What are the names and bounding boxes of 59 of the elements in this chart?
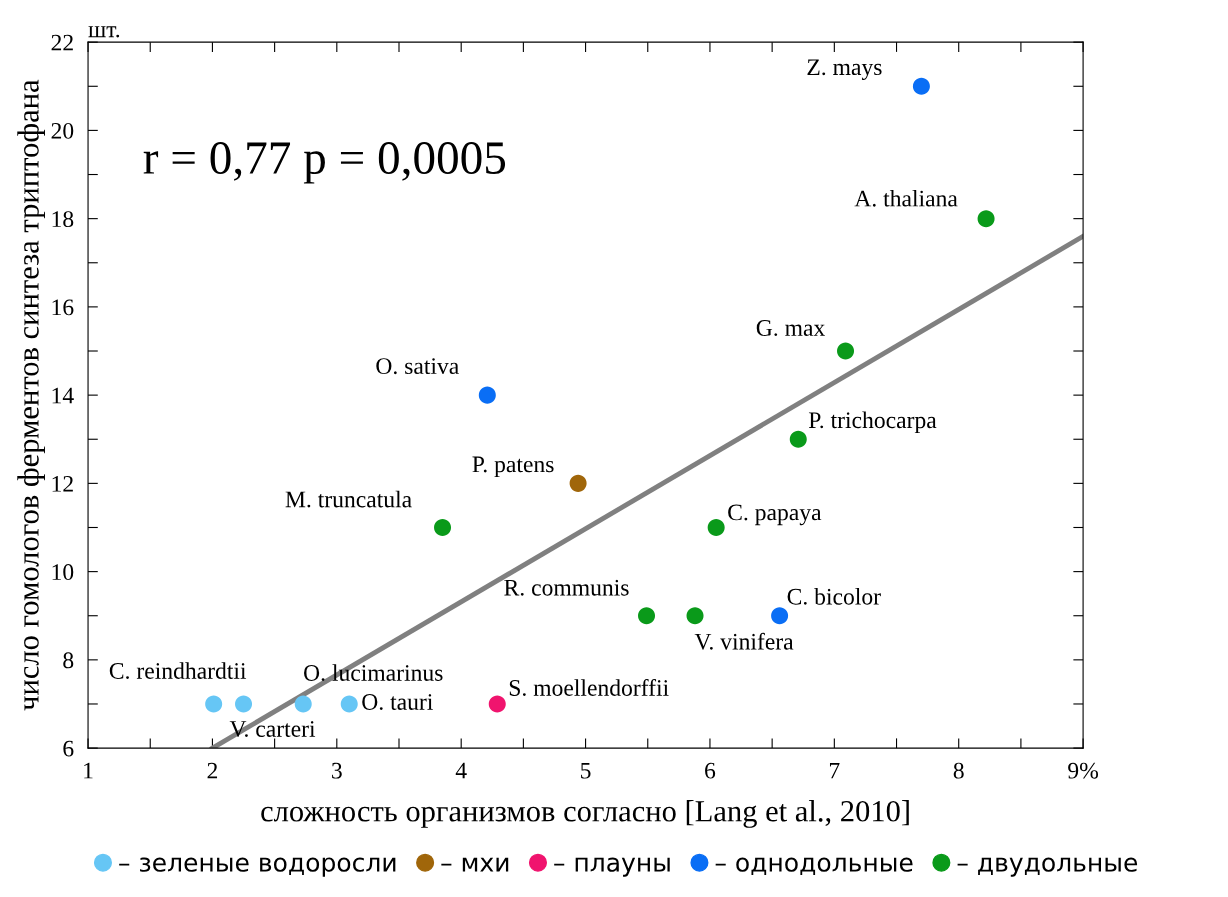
annotation: P. patens — [472, 456, 554, 478]
point — [912, 77, 930, 95]
x-tick-label: 9% — [1068, 762, 1099, 779]
x-axis-title: сложность организмов согласно [Lang et al., 2010] — [261, 800, 909, 828]
y-tick-label: 22 — [51, 34, 73, 51]
annotation: O. tauri — [362, 694, 433, 710]
annotation: Z. mays — [807, 59, 882, 80]
point — [235, 695, 253, 713]
annotation: O. lucimarinus — [304, 664, 443, 681]
y-tick-label: 16 — [52, 299, 74, 316]
annotation: G. max — [756, 320, 825, 337]
y-tick-label: 10 — [52, 564, 74, 581]
legend-label: – мхи — [441, 857, 509, 872]
y-tick-label: 6 — [63, 740, 74, 757]
legend-label: – плауны — [554, 857, 670, 877]
annotation: r = 0,77 p = 0,0005 — [143, 142, 506, 184]
annotation: A. thaliana — [854, 189, 958, 207]
x-tick-label: 3 — [332, 762, 342, 779]
x-tick-label: 2 — [207, 762, 218, 779]
annotation: O. sativa — [376, 358, 459, 375]
legend-label: – зеленые водоросли — [119, 857, 396, 877]
text: шт. — [88, 26, 120, 38]
y-tick-label: 20 — [51, 122, 74, 139]
point — [478, 386, 496, 404]
point — [294, 695, 312, 713]
legend-label: – однодольные — [715, 857, 913, 875]
point — [837, 342, 855, 360]
point — [789, 430, 807, 448]
point — [638, 607, 656, 625]
point — [569, 474, 587, 492]
y-tick-label: 18 — [52, 211, 74, 228]
annotation: P. trichocarpa — [808, 411, 937, 433]
point — [686, 607, 704, 625]
x-tick-label: 4 — [455, 762, 467, 779]
point — [488, 695, 506, 713]
annotation: V. vinifera — [694, 632, 794, 650]
annotation: S. moellendorffii — [509, 679, 669, 696]
point — [977, 210, 995, 228]
x-tick-label: 1 — [84, 762, 93, 779]
point — [707, 518, 725, 536]
annotation: M. truncatula — [285, 490, 412, 508]
point — [434, 518, 452, 536]
annotation: C. papaya — [728, 504, 822, 526]
annotation: V. carteri — [229, 721, 316, 738]
point — [340, 695, 358, 713]
y-tick-label: 14 — [52, 387, 74, 404]
x-tick-label: 5 — [581, 762, 591, 779]
y-tick-label: 12 — [52, 475, 73, 492]
legend-label: – двудольные — [957, 857, 1138, 877]
annotation: C. reindhardtii — [109, 662, 247, 679]
x-tick-label: 6 — [705, 762, 716, 779]
y-axis-title: число гомологов ферментов синтеза триптофана — [17, 79, 45, 711]
x-tick-label: 8 — [953, 762, 964, 779]
y-tick-label: 8 — [63, 652, 74, 669]
x-tick-label: 7 — [829, 762, 840, 779]
point — [771, 607, 789, 625]
annotation: C. bicolor — [787, 588, 881, 605]
annotation: R. communis — [504, 579, 629, 596]
point — [205, 695, 223, 713]
